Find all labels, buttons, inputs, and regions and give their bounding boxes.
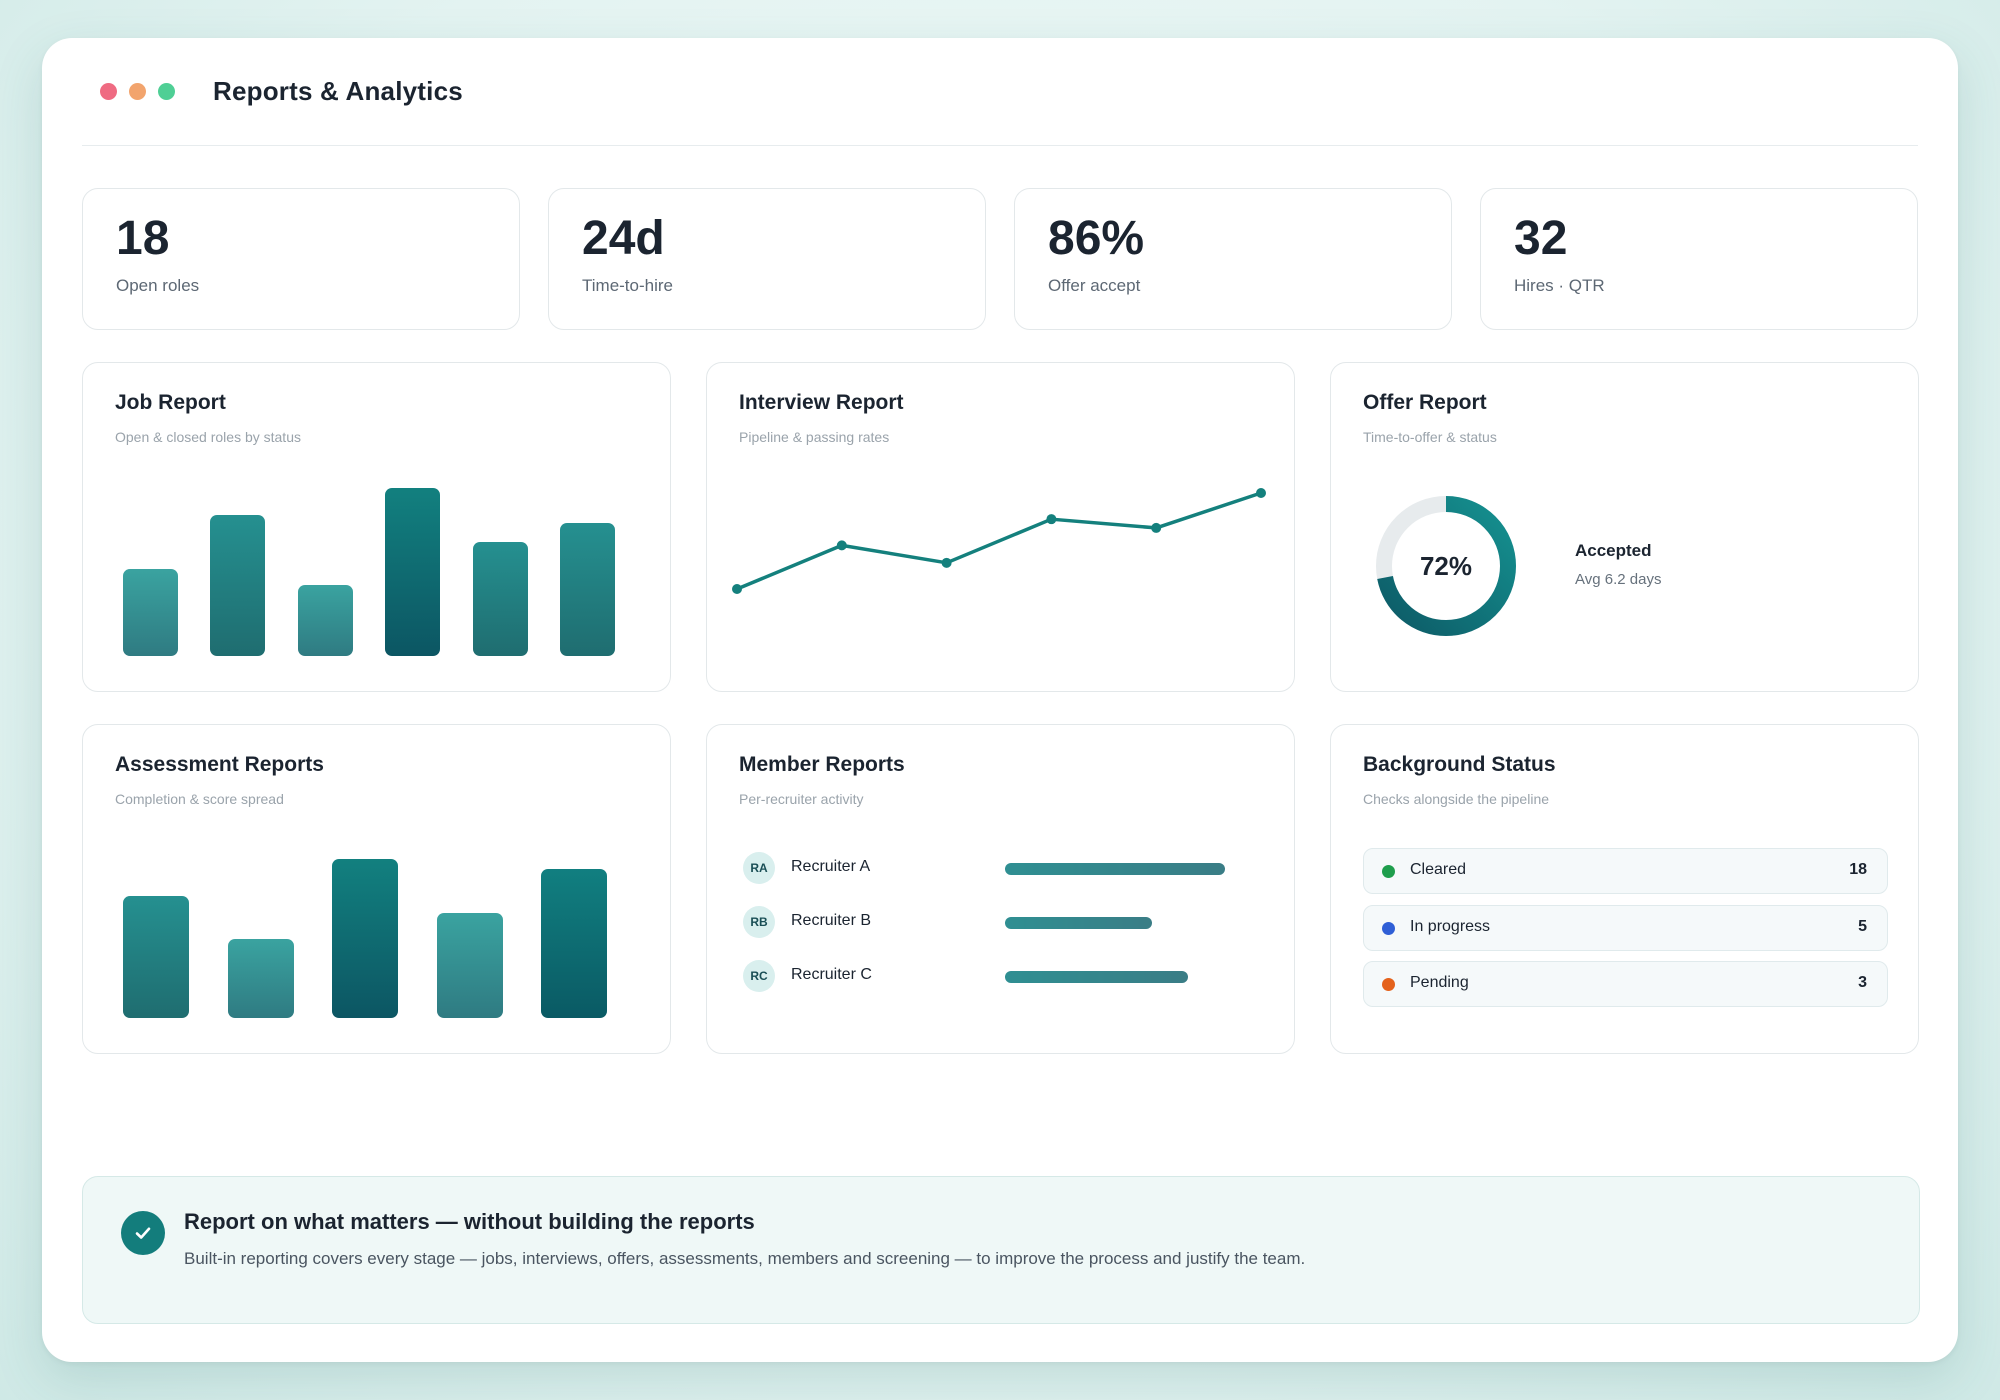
stat-card-offer-accept: 86% Offer accept [1014,188,1452,330]
stat-card-open-roles: 18 Open roles [82,188,520,330]
card-title: Job Report [115,391,226,414]
member-row[interactable]: RA Recruiter A [743,852,1263,886]
avatar: RB [743,906,775,938]
data-point [1046,514,1057,525]
interview-report-chart [732,488,1266,594]
stat-card-hires-qtr: 32 Hires · QTR [1480,188,1918,330]
activity-bar-track [1005,971,1225,983]
status-label: Cleared [1410,861,1467,878]
chart-bar [436,913,503,1018]
status-row-in-progress[interactable]: In progress 5 [1363,905,1888,951]
data-point [1256,488,1266,498]
card-title: Offer Report [1363,391,1487,414]
stat-label: Open roles [116,276,200,296]
banner-text: Built-in reporting covers every stage — … [184,1249,1306,1268]
activity-bar [1005,863,1225,875]
status-count: 5 [1858,918,1867,935]
status-count: 18 [1849,861,1867,878]
legend-subtitle: Avg 6.2 days [1575,571,1662,588]
interview-report-card[interactable]: Interview Report Pipeline & passing rate… [706,362,1295,692]
activity-bar [1005,971,1188,983]
card-subtitle: Open & closed roles by status [115,429,301,445]
chart-bar [297,585,353,656]
page-title: Reports & Analytics [213,76,463,106]
chart-bar [123,568,178,656]
status-dot-icon [1382,978,1395,991]
avatar: RC [743,960,775,992]
stat-value: 18 [116,212,170,265]
status-row-cleared[interactable]: Cleared 18 [1363,848,1888,894]
app-window: Reports & Analytics 18 Open roles 24d Ti… [42,38,1958,1362]
data-point [732,584,742,594]
activity-bar-track [1005,917,1225,929]
offer-donut-chart: 72% [1371,491,1521,641]
stat-label: Time-to-hire [582,276,673,296]
chart-bar [227,938,294,1018]
status-label: In progress [1410,918,1491,935]
status-label: Pending [1410,974,1469,991]
banner-title: Report on what matters — without buildin… [184,1209,755,1234]
series-line [736,491,1262,591]
data-point [1151,522,1162,533]
info-banner: Report on what matters — without buildin… [82,1176,1920,1324]
stat-label: Offer accept [1048,276,1141,296]
background-status-card[interactable]: Background Status Checks alongside the p… [1330,724,1919,1054]
status-count: 3 [1858,974,1867,991]
chart-bar [385,488,441,656]
chart-bar [560,523,615,656]
chart-bar [332,859,398,1018]
chart-bar [123,895,189,1018]
stat-value: 24d [582,212,665,265]
minimize-window-button[interactable] [129,83,146,100]
stat-value: 86% [1048,212,1145,265]
donut-percentage: 72% [1419,550,1473,581]
card-subtitle: Per-recruiter activity [739,791,864,807]
stat-value: 32 [1514,212,1568,265]
card-subtitle: Completion & score spread [115,791,284,807]
card-title: Assessment Reports [115,753,324,776]
legend-title: Accepted [1575,541,1652,560]
card-subtitle: Checks alongside the pipeline [1363,791,1550,807]
close-window-button[interactable] [100,83,117,100]
member-name: Recruiter C [791,966,872,983]
chart-bar [472,541,528,656]
maximize-window-button[interactable] [158,83,175,100]
status-dot-icon [1382,865,1395,878]
chart-bar [541,868,607,1018]
avatar: RA [743,852,775,884]
window-controls [100,83,175,100]
job-report-card[interactable]: Job Report Open & closed roles by status [82,362,671,692]
member-reports-card[interactable]: Member Reports Per-recruiter activity RA… [706,724,1295,1054]
member-name: Recruiter A [791,858,871,875]
member-name: Recruiter B [791,912,872,929]
checkmark-icon [121,1211,165,1255]
stat-label: Hires · QTR [1514,276,1605,296]
assessment-reports-card[interactable]: Assessment Reports Completion & score sp… [82,724,671,1054]
card-title: Background Status [1363,753,1556,776]
member-row[interactable]: RB Recruiter B [743,906,1263,940]
card-title: Member Reports [739,753,905,776]
donut-accepted-slice [1376,496,1516,636]
stat-card-time-to-hire: 24d Time-to-hire [548,188,986,330]
data-point [836,540,847,551]
data-point [941,557,952,568]
status-row-pending[interactable]: Pending 3 [1363,961,1888,1007]
card-subtitle: Time-to-offer & status [1363,429,1497,445]
chart-bar [210,514,266,656]
title-bar: Reports & Analytics [82,38,1918,146]
status-dot-icon [1382,922,1395,935]
activity-bar [1005,917,1153,929]
activity-bar-track [1005,863,1225,875]
card-title: Interview Report [739,391,904,414]
offer-report-card[interactable]: Offer Report Time-to-offer & status 72% … [1330,362,1919,692]
member-row[interactable]: RC Recruiter C [743,960,1263,994]
card-subtitle: Pipeline & passing rates [739,429,890,445]
